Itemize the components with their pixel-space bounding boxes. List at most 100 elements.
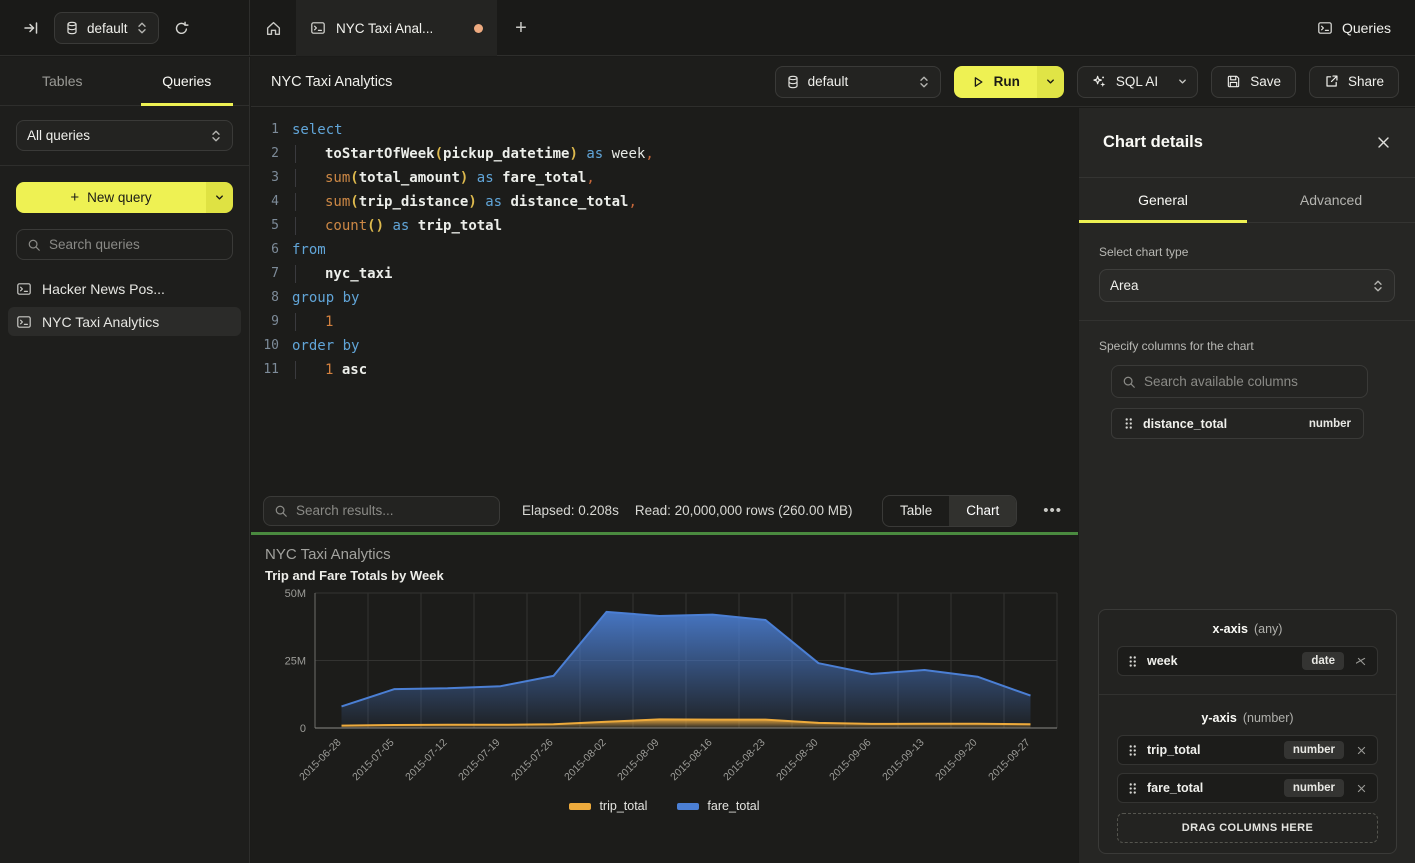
results-chart-svg[interactable]: 025M50M2015-06-282015-07-052015-07-12201…	[265, 585, 1065, 813]
drag-handle-icon[interactable]	[1128, 743, 1137, 758]
drag-handle-icon[interactable]	[1124, 416, 1133, 431]
sql-editor[interactable]: 1select2toStartOfWeek(pickup_datetime) a…	[251, 108, 1078, 489]
chart-title: NYC Taxi Analytics	[265, 546, 1064, 563]
remove-column-icon[interactable]	[1356, 745, 1367, 756]
new-tab-button[interactable]: +	[497, 0, 545, 56]
y-axis-column-row[interactable]: trip_total number	[1117, 735, 1378, 765]
tab-tables[interactable]: Tables	[0, 57, 125, 105]
chart-details-panel: Chart details General Advanced Select ch…	[1079, 108, 1415, 863]
line-number: 1	[251, 118, 279, 142]
collapse-sidebar-icon[interactable]	[18, 15, 44, 41]
run-dropdown[interactable]	[1037, 66, 1064, 98]
code-line[interactable]: 91	[251, 310, 1078, 334]
updown-chevron-icon	[1372, 279, 1384, 293]
toggle-table[interactable]: Table	[883, 496, 949, 526]
query-list-item[interactable]: NYC Taxi Analytics	[8, 307, 241, 336]
query-filter-select[interactable]: All queries	[16, 120, 233, 151]
query-search[interactable]	[16, 229, 233, 260]
toggle-chart[interactable]: Chart	[949, 496, 1016, 526]
chart-type-select[interactable]: Area	[1099, 269, 1395, 302]
tabstrip: NYC Taxi Anal... +	[250, 0, 545, 56]
editor-column: 1select2toStartOfWeek(pickup_datetime) a…	[251, 108, 1078, 863]
play-icon	[971, 75, 985, 89]
code-line[interactable]: 10order by	[251, 334, 1078, 358]
svg-text:2015-09-06: 2015-09-06	[827, 737, 874, 784]
sparkles-icon	[1092, 74, 1107, 89]
sql-ai-button[interactable]: SQL AI	[1077, 66, 1198, 98]
topbar-database-select[interactable]: default	[54, 12, 159, 44]
svg-text:2015-07-05: 2015-07-05	[350, 737, 397, 784]
columns-search[interactable]	[1111, 365, 1368, 398]
y-axis-column-row[interactable]: fare_total number	[1117, 773, 1378, 803]
y-axis-title: y-axis	[1201, 711, 1236, 725]
more-options-icon[interactable]: •••	[1039, 502, 1066, 519]
sidebar-divider	[0, 165, 249, 166]
save-button[interactable]: Save	[1211, 66, 1296, 98]
line-number: 6	[251, 238, 279, 262]
axis-column-type-badge: number	[1284, 779, 1344, 797]
panel-title: Chart details	[1103, 133, 1203, 152]
axis-column-name: fare_total	[1147, 781, 1203, 795]
new-query-dropdown[interactable]	[206, 182, 233, 213]
panel-body: Select chart type Area Specify columns f…	[1079, 223, 1415, 439]
topbar-queries-button[interactable]: Queries	[1317, 0, 1391, 56]
svg-text:2015-08-02: 2015-08-02	[562, 737, 609, 784]
query-list-item[interactable]: Hacker News Pos...	[8, 274, 241, 303]
line-number: 5	[251, 214, 279, 238]
axis-column-name: trip_total	[1147, 743, 1200, 757]
query-search-input[interactable]	[49, 237, 226, 252]
results-search-input[interactable]	[296, 503, 489, 518]
home-icon	[265, 20, 282, 37]
page-title: NYC Taxi Analytics	[271, 74, 392, 90]
svg-text:2015-07-26: 2015-07-26	[509, 737, 556, 784]
x-axis-column-row[interactable]: week date	[1117, 646, 1378, 676]
home-tab[interactable]	[250, 0, 296, 56]
active-query-tab[interactable]: NYC Taxi Anal...	[296, 0, 497, 56]
tab-title: NYC Taxi Anal...	[336, 21, 433, 36]
save-label: Save	[1250, 74, 1281, 89]
view-toggle: Table Chart	[882, 495, 1017, 527]
tab-advanced[interactable]: Advanced	[1247, 178, 1415, 222]
drag-handle-icon[interactable]	[1128, 654, 1137, 669]
tab-general[interactable]: General	[1079, 178, 1247, 222]
run-button[interactable]: Run	[954, 66, 1064, 98]
available-column-row[interactable]: distance_total number	[1111, 408, 1364, 439]
chart-subtitle: Trip and Fare Totals by Week	[265, 568, 1064, 583]
columns-search-input[interactable]	[1144, 374, 1357, 389]
drop-zone[interactable]: DRAG COLUMNS HERE	[1117, 813, 1378, 843]
panel-tabs: General Advanced	[1079, 178, 1415, 223]
drag-handle-icon[interactable]	[1128, 781, 1137, 796]
svg-text:25M: 25M	[285, 656, 306, 668]
results-search[interactable]	[263, 496, 500, 526]
code-line[interactable]: 1select	[251, 118, 1078, 142]
axis-column-type-badge: date	[1302, 652, 1344, 670]
query-item-label: Hacker News Pos...	[42, 281, 165, 297]
refresh-icon[interactable]	[169, 15, 195, 41]
updown-chevron-icon	[918, 75, 930, 89]
header-database-select[interactable]: default	[775, 66, 941, 98]
column-name: distance_total	[1143, 417, 1227, 431]
code-line[interactable]: 8group by	[251, 286, 1078, 310]
new-query-button[interactable]: + New query	[16, 182, 233, 213]
code-line[interactable]: 2toStartOfWeek(pickup_datetime) as week,	[251, 142, 1078, 166]
close-icon[interactable]	[1376, 135, 1391, 150]
code-line[interactable]: 4sum(trip_distance) as distance_total,	[251, 190, 1078, 214]
sql-ai-dropdown[interactable]	[1167, 67, 1197, 97]
code-line[interactable]: 111 asc	[251, 358, 1078, 382]
svg-text:2015-08-09: 2015-08-09	[615, 737, 662, 784]
line-number: 4	[251, 190, 279, 214]
remove-column-icon[interactable]	[1356, 783, 1367, 794]
chart-type-label: Select chart type	[1099, 245, 1395, 259]
line-number: 9	[251, 310, 279, 334]
x-axis-title: x-axis	[1213, 622, 1248, 636]
svg-text:2015-09-27: 2015-09-27	[986, 737, 1033, 784]
code-line[interactable]: 7nyc_taxi	[251, 262, 1078, 286]
y-axis-hint: (number)	[1243, 711, 1294, 725]
code-line[interactable]: 6from	[251, 238, 1078, 262]
code-line[interactable]: 5count() as trip_total	[251, 214, 1078, 238]
tab-queries[interactable]: Queries	[125, 57, 250, 105]
code-line[interactable]: 3sum(total_amount) as fare_total,	[251, 166, 1078, 190]
run-label: Run	[994, 74, 1020, 89]
remove-column-icon[interactable]	[1356, 656, 1367, 667]
share-button[interactable]: Share	[1309, 66, 1399, 98]
